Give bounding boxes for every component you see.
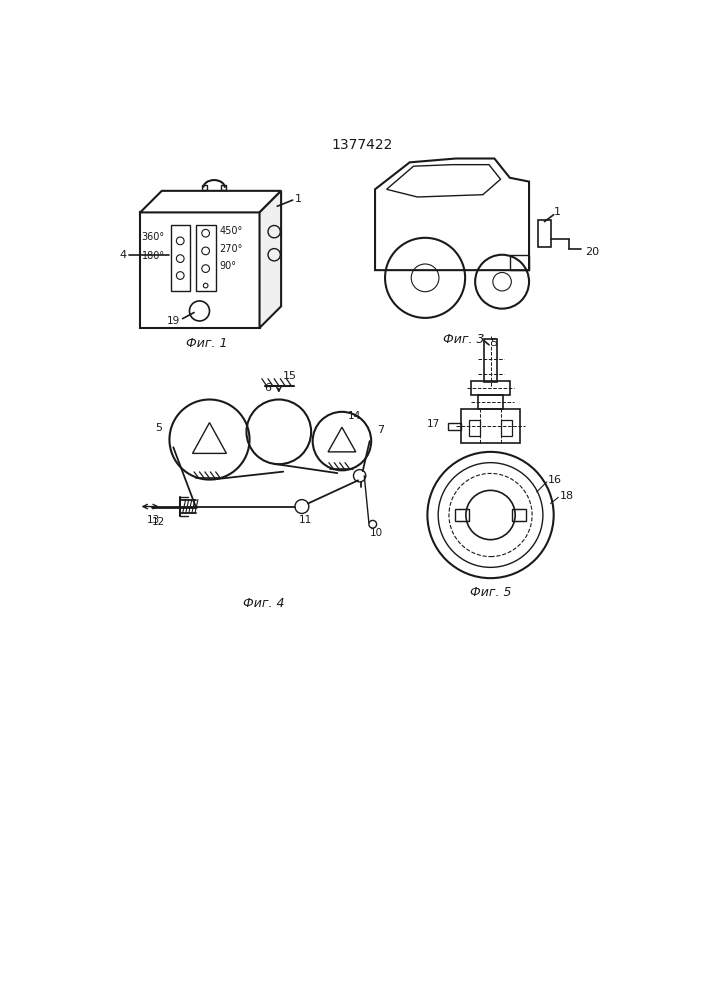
Text: 17: 17 bbox=[427, 419, 440, 429]
Text: 12: 12 bbox=[151, 517, 165, 527]
Text: 5: 5 bbox=[491, 338, 498, 348]
Polygon shape bbox=[375, 158, 529, 270]
Text: 270°: 270° bbox=[219, 244, 243, 254]
Text: Фиг. 1: Фиг. 1 bbox=[187, 337, 228, 350]
Bar bbox=[448, 423, 461, 430]
Text: 15: 15 bbox=[283, 371, 297, 381]
Bar bbox=[171, 225, 190, 291]
Bar bbox=[472, 381, 510, 395]
Text: 20: 20 bbox=[585, 247, 600, 257]
Text: 5: 5 bbox=[155, 423, 162, 433]
Bar bbox=[140, 212, 259, 328]
Text: 4: 4 bbox=[119, 250, 127, 260]
Text: 90°: 90° bbox=[219, 261, 237, 271]
Bar bbox=[512, 509, 526, 521]
Text: 360°: 360° bbox=[141, 232, 165, 242]
Text: 10: 10 bbox=[370, 528, 383, 538]
Text: 7: 7 bbox=[378, 425, 385, 435]
Text: 1: 1 bbox=[295, 194, 302, 204]
Polygon shape bbox=[192, 423, 226, 453]
Bar bbox=[455, 509, 469, 521]
Text: 16: 16 bbox=[549, 475, 562, 485]
Text: Фиг. 4: Фиг. 4 bbox=[243, 597, 284, 610]
Polygon shape bbox=[387, 165, 501, 197]
Polygon shape bbox=[328, 427, 356, 452]
Bar bbox=[461, 409, 520, 443]
Bar bbox=[478, 395, 503, 409]
Polygon shape bbox=[259, 191, 281, 328]
Text: 13: 13 bbox=[146, 515, 160, 525]
Text: 18: 18 bbox=[560, 491, 574, 501]
Bar bbox=[201, 185, 207, 190]
Text: 14: 14 bbox=[348, 411, 361, 421]
Bar bbox=[221, 185, 226, 190]
Polygon shape bbox=[140, 191, 281, 212]
Text: Фиг. 5: Фиг. 5 bbox=[469, 586, 511, 599]
Bar bbox=[510, 255, 529, 270]
Text: 19: 19 bbox=[167, 316, 180, 326]
Text: 1377422: 1377422 bbox=[332, 138, 392, 152]
Bar bbox=[538, 220, 551, 247]
Text: 450°: 450° bbox=[219, 226, 243, 236]
Text: 11: 11 bbox=[299, 515, 312, 525]
Text: 6: 6 bbox=[264, 383, 271, 393]
Bar bbox=[484, 339, 497, 382]
Bar bbox=[197, 225, 216, 291]
Bar bbox=[501, 420, 512, 436]
Bar bbox=[469, 420, 480, 436]
Text: 180°: 180° bbox=[141, 251, 165, 261]
Text: Фиг. 3: Фиг. 3 bbox=[443, 333, 484, 346]
Text: 1: 1 bbox=[554, 207, 561, 217]
